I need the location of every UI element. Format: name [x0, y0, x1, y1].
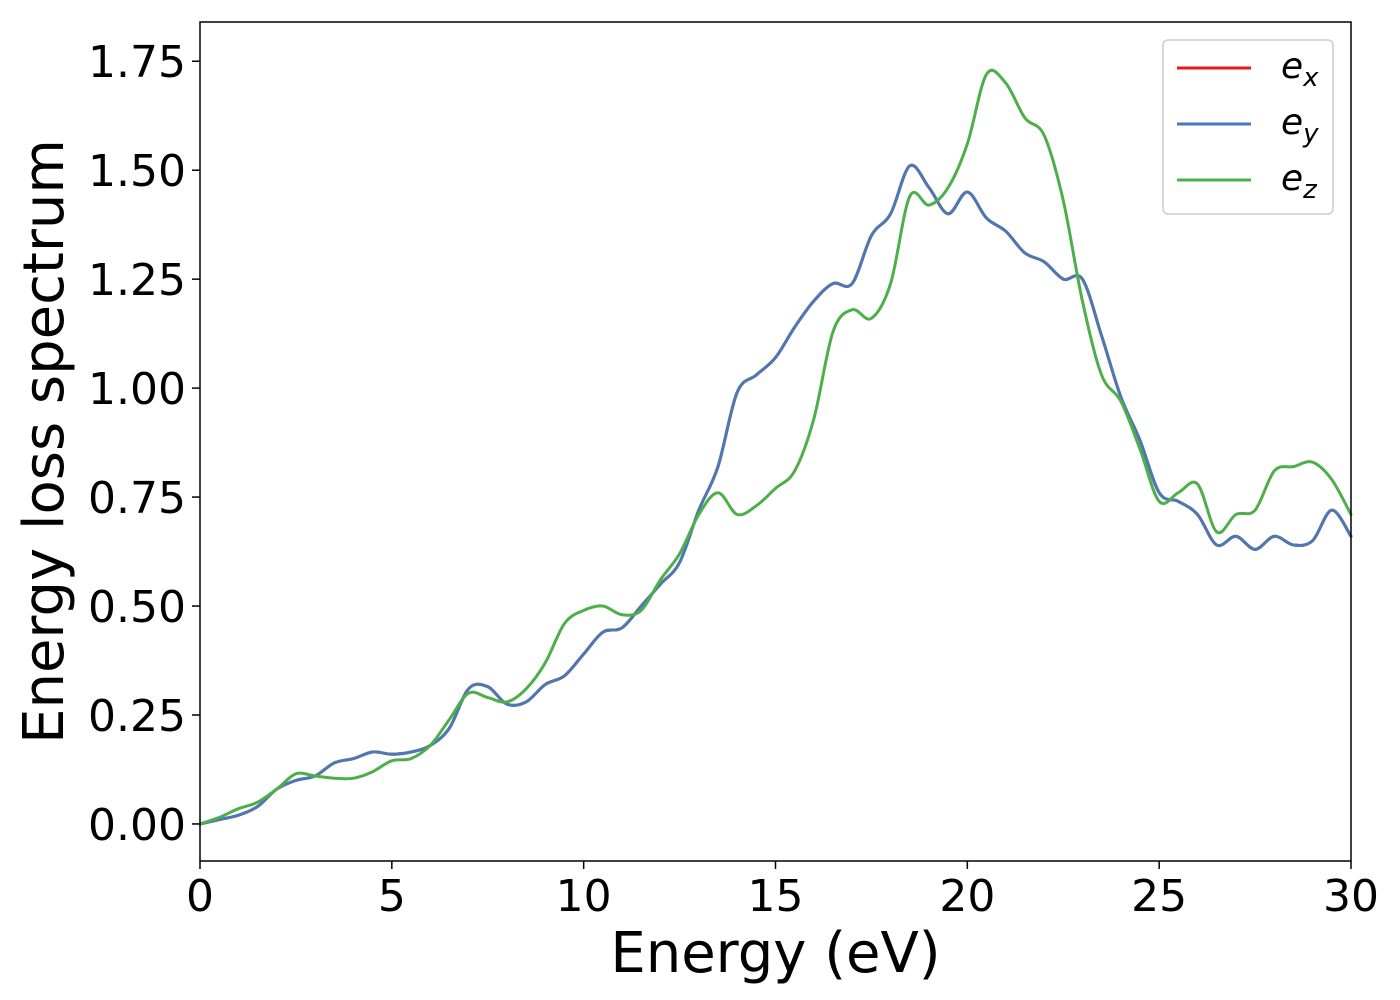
x-tick-label: 10	[556, 871, 612, 922]
y-tick-label: 0.50	[88, 582, 186, 633]
x-tick-label: 5	[378, 871, 406, 922]
y-tick-label: 1.75	[88, 37, 186, 88]
y-axis-ticks: 0.00 0.25 0.50 0.75 1.00 1.25 1.50 1.75	[88, 37, 200, 851]
y-tick-label: 1.25	[88, 255, 186, 306]
x-axis-label: Energy (eV)	[610, 921, 940, 986]
series-line-ez	[198, 68, 1353, 826]
plot-area	[200, 22, 1351, 861]
legend-box	[1162, 39, 1334, 215]
y-tick-label: 0.25	[88, 691, 186, 742]
x-tick-label: 25	[1131, 871, 1187, 922]
series-line-ey	[198, 163, 1353, 826]
x-axis-ticks: 0 5 10 15 20 25 30	[186, 861, 1379, 922]
x-tick-label: 30	[1323, 871, 1379, 922]
y-axis-label: Energy loss spectrum	[12, 139, 77, 744]
legend-label-ey: ey	[1281, 102, 1319, 149]
x-tick-label: 20	[939, 871, 995, 922]
y-tick-label: 1.50	[88, 146, 186, 197]
y-tick-label: 1.00	[88, 364, 186, 415]
y-tick-label: 0.00	[88, 800, 186, 851]
x-tick-label: 15	[748, 871, 804, 922]
x-tick-label: 0	[186, 871, 214, 922]
series-layer	[198, 68, 1353, 826]
y-tick-label: 0.75	[88, 473, 186, 524]
